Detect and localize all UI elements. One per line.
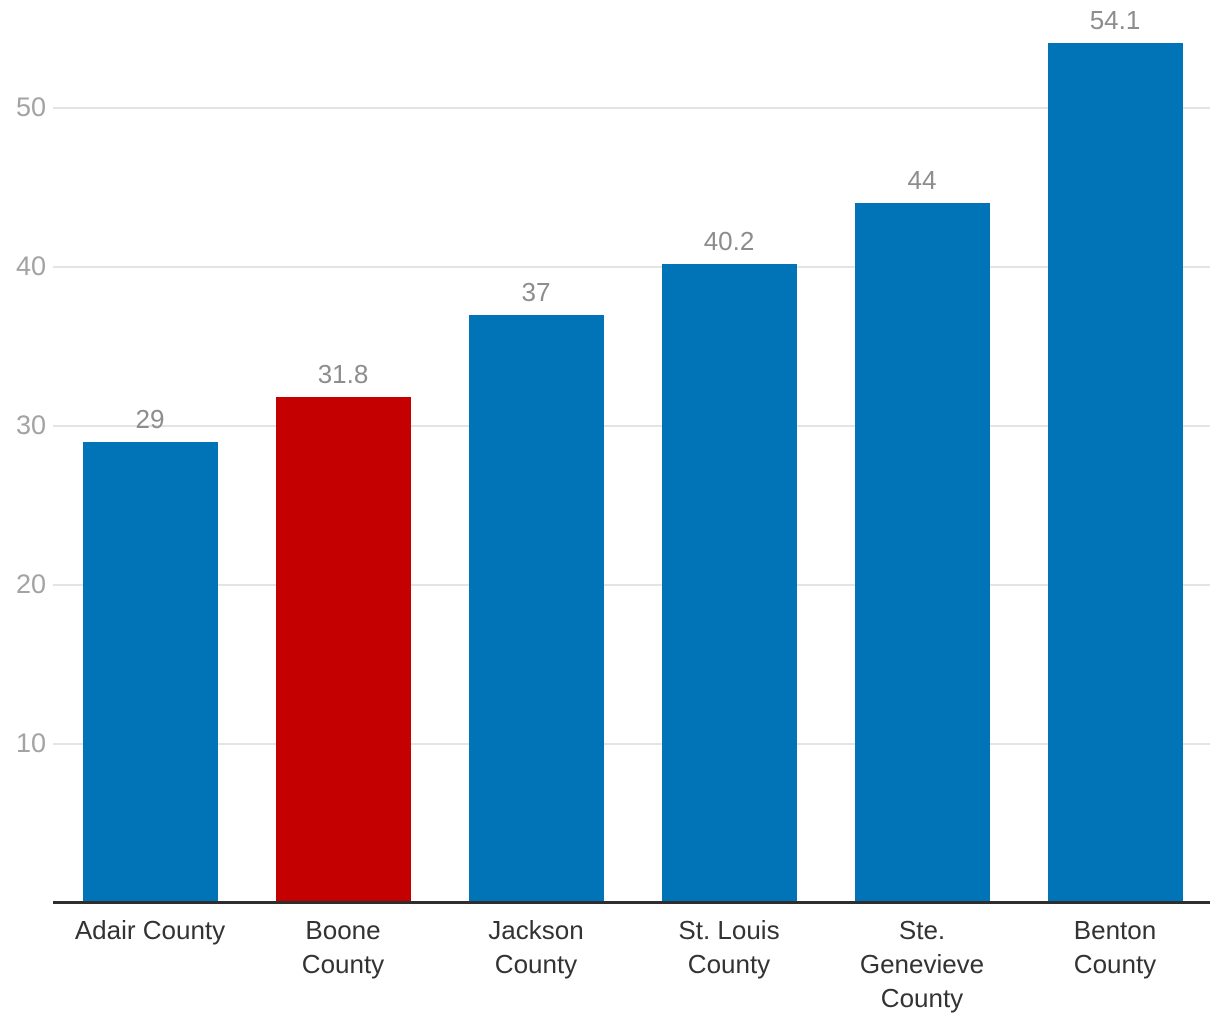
- gridline: [53, 266, 1210, 268]
- bar: [82, 441, 218, 903]
- bar: [1047, 42, 1183, 903]
- bar-value-label: 40.2: [703, 225, 755, 256]
- y-tick-label: 40: [15, 251, 46, 281]
- bar: [661, 263, 797, 903]
- y-tick-label: 30: [15, 410, 46, 440]
- bar-value-label: 29: [135, 403, 165, 434]
- gridline: [53, 743, 1210, 745]
- y-tick-label: 20: [15, 569, 46, 599]
- bar: [275, 397, 411, 903]
- category-label: Ste. Genevieve County: [859, 915, 985, 1013]
- bar-value-label: 31.8: [317, 359, 369, 390]
- x-axis-line: [53, 901, 1210, 904]
- category-label: Benton County: [1073, 915, 1157, 979]
- bar-value-label: 37: [521, 276, 551, 307]
- y-tick-label: 50: [15, 92, 46, 122]
- y-tick-label: 10: [15, 728, 46, 758]
- category-label: Adair County: [74, 915, 226, 945]
- bar: [854, 203, 990, 903]
- category-label: Boone County: [301, 915, 385, 979]
- gridline: [53, 107, 1210, 109]
- bar: [468, 314, 604, 903]
- category-label: St. Louis County: [678, 915, 780, 979]
- gridline: [53, 584, 1210, 586]
- category-label: Jackson County: [488, 915, 584, 979]
- bar-value-label: 44: [907, 165, 937, 196]
- gridline: [53, 425, 1210, 427]
- bar-value-label: 54.1: [1089, 4, 1141, 35]
